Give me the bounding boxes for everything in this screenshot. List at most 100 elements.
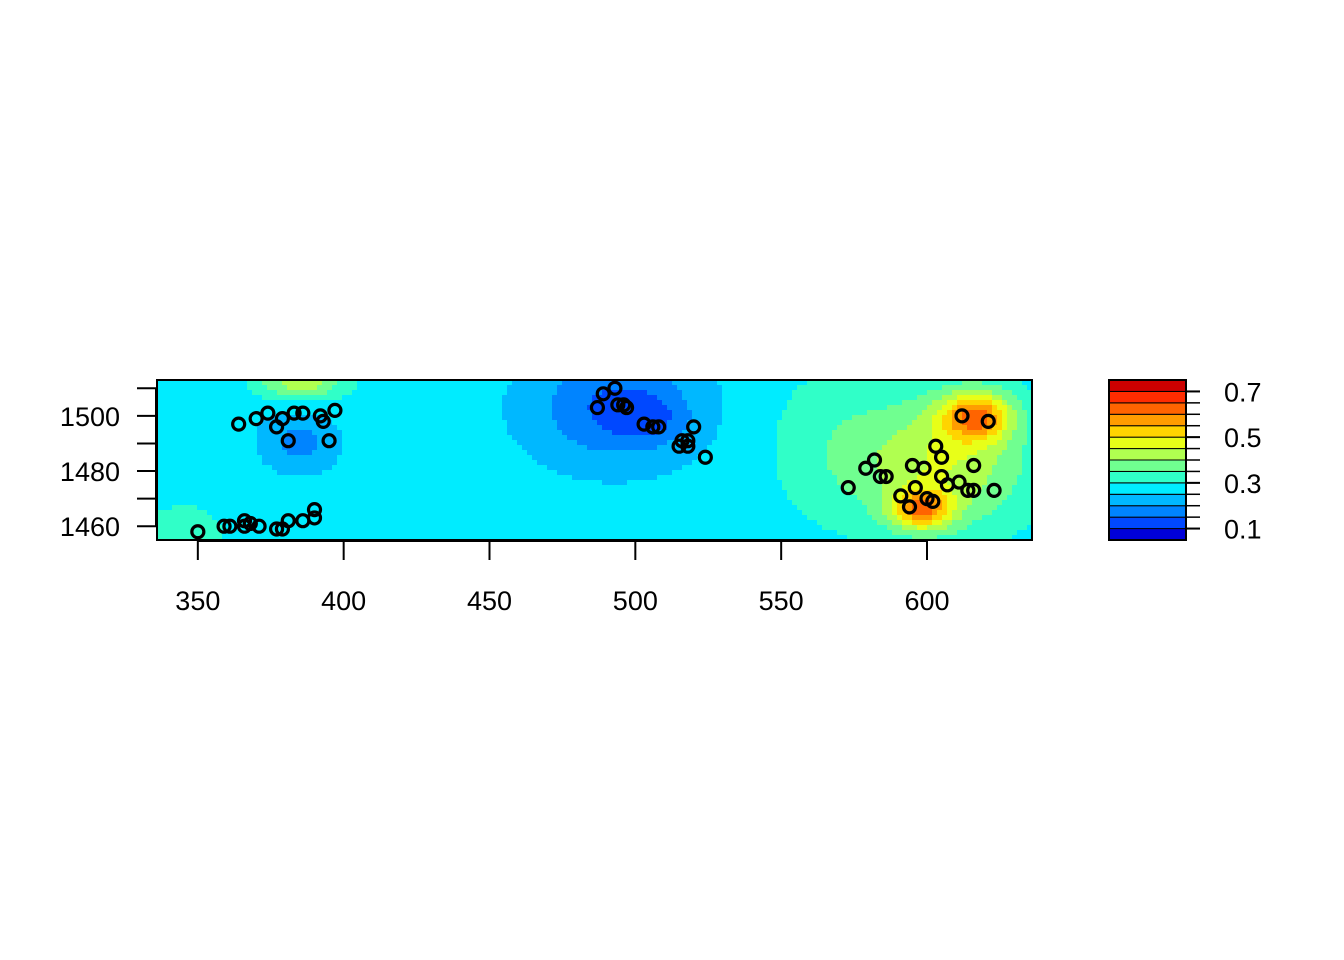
heat-cell [562, 490, 568, 496]
heat-cell [742, 420, 748, 426]
heat-cell [352, 510, 358, 516]
heat-cell [542, 490, 548, 496]
heat-cell [342, 450, 348, 456]
heat-cell [522, 515, 528, 521]
heat-cell [592, 445, 598, 451]
heat-cell [357, 475, 363, 481]
heat-cell [392, 515, 398, 521]
heat-cell [512, 410, 518, 416]
heat-cell [822, 450, 828, 456]
heat-cell [352, 450, 358, 456]
heat-cell [772, 400, 778, 406]
heat-cell [462, 440, 468, 446]
heat-cell [292, 450, 298, 456]
heat-cell [972, 515, 978, 521]
heat-cell [957, 385, 963, 391]
heat-cell [427, 410, 433, 416]
heat-cell [412, 515, 418, 521]
heat-cell [912, 470, 918, 476]
heat-cell [752, 510, 758, 516]
heat-cell [677, 435, 683, 441]
heat-cell [932, 390, 938, 396]
heat-cell [937, 410, 943, 416]
heat-cell [802, 405, 808, 411]
heat-cell [622, 445, 628, 451]
heat-cell [812, 510, 818, 516]
heat-cell [437, 485, 443, 491]
heat-cell [802, 465, 808, 471]
heat-cell [707, 425, 713, 431]
heat-cell [412, 385, 418, 391]
heat-cell [1022, 475, 1028, 481]
heat-cell [807, 455, 813, 461]
heat-cell [557, 440, 563, 446]
heat-cell [902, 515, 908, 521]
heat-cell [842, 390, 848, 396]
heat-cell [882, 510, 888, 516]
heat-cell [917, 395, 923, 401]
heat-cell [707, 410, 713, 416]
heat-cell [612, 410, 618, 416]
heat-cell [382, 495, 388, 501]
heat-cell [427, 465, 433, 471]
heat-cell [812, 455, 818, 461]
heat-cell [262, 500, 268, 506]
heat-cell [292, 395, 298, 401]
heat-cell [907, 385, 913, 391]
heat-cell [522, 490, 528, 496]
heat-cell [972, 465, 978, 471]
heat-cell [242, 445, 248, 451]
heat-cell [582, 465, 588, 471]
heat-cell [797, 430, 803, 436]
heat-cell [537, 395, 543, 401]
heat-cell [842, 440, 848, 446]
heat-cell [587, 395, 593, 401]
heat-cell [522, 475, 528, 481]
heat-cell [607, 505, 613, 511]
heat-cell [612, 415, 618, 421]
heat-cell [947, 390, 953, 396]
heat-cell [192, 425, 198, 431]
heat-cell [202, 400, 208, 406]
heat-cell [992, 500, 998, 506]
heat-cell [262, 485, 268, 491]
heat-cell [397, 510, 403, 516]
heat-cell [742, 475, 748, 481]
heat-cell [827, 510, 833, 516]
heat-cell [647, 495, 653, 501]
heat-cell [872, 490, 878, 496]
heat-cell [242, 470, 248, 476]
heat-cell [167, 455, 173, 461]
heat-cell [222, 430, 228, 436]
heat-cell [737, 465, 743, 471]
heat-cell [1007, 420, 1013, 426]
heat-cell [777, 455, 783, 461]
heat-cell [487, 515, 493, 521]
heat-cell [912, 410, 918, 416]
heat-cell [287, 470, 293, 476]
heat-cell [772, 395, 778, 401]
heat-cell [567, 485, 573, 491]
heat-cell [987, 430, 993, 436]
heat-cell [1007, 505, 1013, 511]
heat-cell [832, 505, 838, 511]
heat-cell [402, 460, 408, 466]
heat-cell [472, 490, 478, 496]
heat-cell [987, 445, 993, 451]
heat-cell [607, 460, 613, 466]
heat-cell [1017, 435, 1023, 441]
heat-cell [712, 480, 718, 486]
heat-cell [767, 440, 773, 446]
heat-cell [277, 460, 283, 466]
heat-cell [622, 470, 628, 476]
heat-cell [377, 410, 383, 416]
heat-cell [982, 480, 988, 486]
heat-cell [447, 505, 453, 511]
heat-cell [992, 490, 998, 496]
heat-cell [437, 440, 443, 446]
heat-cell [1012, 380, 1018, 386]
heat-cell [972, 445, 978, 451]
heat-cell [167, 440, 173, 446]
heat-cell [267, 400, 273, 406]
heat-cell [287, 480, 293, 486]
